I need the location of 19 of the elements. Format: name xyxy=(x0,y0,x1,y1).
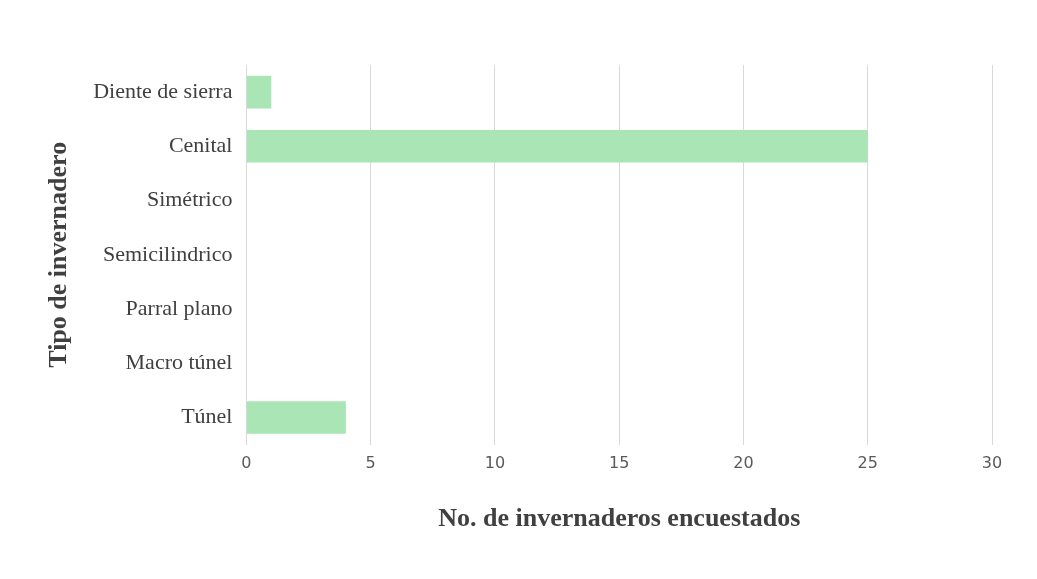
x-axis-title: No. de invernaderos encuestados xyxy=(438,503,801,533)
bar xyxy=(246,401,346,434)
y-tick-label: Simétrico xyxy=(146,186,233,212)
y-tick-label: Semicilindrico xyxy=(102,240,233,266)
y-tick-label: Macro túnel xyxy=(125,349,233,375)
y-tick-label: Túnel xyxy=(181,403,233,429)
x-tick-label: 5 xyxy=(365,453,376,473)
y-tick-label: Parral plano xyxy=(125,294,233,320)
x-tick-label: 0 xyxy=(241,453,252,473)
bar xyxy=(246,130,868,163)
x-tick-label: 20 xyxy=(733,453,754,473)
x-tick-label: 10 xyxy=(484,453,506,473)
y-tick-label: Diente de sierra xyxy=(93,77,233,103)
x-tick-label: 15 xyxy=(609,453,630,473)
x-tick-label: 25 xyxy=(857,453,878,473)
bar xyxy=(246,75,272,109)
x-tick-label: 30 xyxy=(981,453,1003,473)
y-tick-label: Cenital xyxy=(168,132,233,158)
y-axis-title: Tipo de invernadero xyxy=(43,141,73,368)
